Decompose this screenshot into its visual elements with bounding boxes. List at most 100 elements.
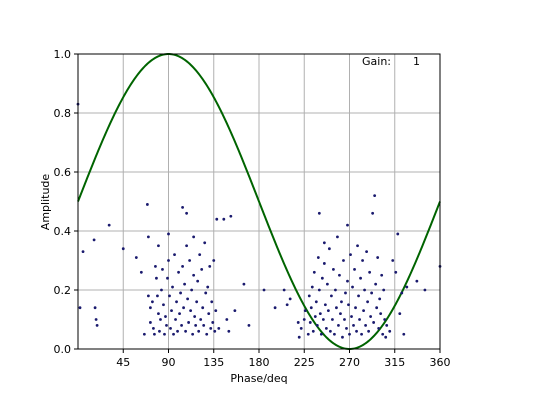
y-tick-label: 0.2	[54, 284, 72, 297]
scatter-point	[225, 318, 229, 321]
scatter-point	[145, 203, 149, 206]
scatter-point	[95, 324, 99, 327]
scatter-point	[209, 326, 213, 330]
scatter-point	[186, 297, 190, 301]
scatter-point	[203, 241, 207, 245]
scatter-point	[288, 297, 292, 301]
x-tick-label: 225	[294, 356, 315, 369]
scatter-point	[107, 223, 111, 227]
scatter-point	[299, 326, 303, 330]
scatter-point	[195, 300, 199, 304]
scatter-layer	[76, 102, 442, 339]
scatter-point	[369, 315, 373, 318]
y-axis-label: Amplitude	[39, 174, 52, 231]
y-tick-label: 0.6	[54, 166, 72, 179]
scatter-point	[391, 259, 395, 262]
scatter-point	[332, 267, 335, 271]
scatter-point	[381, 332, 385, 336]
scatter-point	[396, 232, 400, 236]
scatter-point	[354, 306, 357, 310]
scatter-point	[210, 300, 214, 304]
scatter-point	[313, 315, 317, 318]
scatter-point	[355, 329, 358, 333]
scatter-point	[134, 256, 138, 259]
scatter-point	[350, 315, 353, 318]
scatter-point	[371, 211, 375, 215]
scatter-point	[179, 291, 182, 295]
x-tick-label: 135	[203, 356, 224, 369]
scatter-point	[348, 332, 351, 336]
scatter-point	[341, 335, 344, 339]
scatter-point	[81, 250, 85, 254]
scatter-point	[323, 303, 327, 307]
y-tick-label: 0.4	[54, 225, 72, 238]
scatter-point	[192, 273, 196, 277]
scatter-point	[362, 309, 365, 313]
scatter-point	[373, 194, 377, 198]
scatter-point	[405, 285, 409, 289]
scatter-point	[190, 288, 194, 292]
scatter-point	[344, 291, 347, 295]
scatter-point	[229, 214, 233, 218]
scatter-point	[311, 329, 315, 333]
gain-label: Gain:	[362, 55, 391, 68]
scatter-point	[194, 324, 198, 327]
x-tick-label: 45	[116, 356, 130, 369]
scatter-point	[394, 270, 398, 274]
scatter-point	[318, 312, 322, 315]
scatter-point	[199, 318, 203, 321]
scatter-point	[192, 235, 196, 239]
scatter-point	[321, 318, 325, 321]
scatter-point	[367, 329, 371, 333]
scatter-point	[197, 329, 201, 333]
scatter-point	[342, 259, 345, 262]
scatter-point	[364, 324, 367, 327]
scatter-point	[317, 288, 321, 292]
scatter-point	[146, 235, 150, 239]
scatter-point	[247, 324, 251, 327]
x-tick-label: 90	[162, 356, 176, 369]
scatter-point	[398, 312, 402, 315]
scatter-point	[153, 332, 156, 336]
scatter-point	[176, 329, 179, 333]
scatter-point	[178, 312, 181, 315]
scatter-point	[378, 297, 382, 301]
scatter-point	[333, 332, 336, 336]
scatter-point	[227, 329, 231, 333]
scatter-point	[169, 326, 172, 330]
scatter-point	[172, 332, 175, 336]
scatter-point	[171, 285, 174, 289]
scatter-point	[78, 306, 82, 310]
scatter-point	[336, 235, 339, 239]
scatter-point	[346, 223, 349, 227]
scatter-point	[242, 282, 246, 286]
scatter-point	[215, 217, 219, 221]
scatter-point	[217, 326, 221, 330]
gain-value: 1	[413, 55, 420, 68]
scatter-point	[346, 279, 349, 283]
scatter-point	[164, 315, 167, 318]
scatter-point	[167, 232, 170, 236]
scatter-point	[149, 321, 152, 324]
scatter-point	[361, 259, 364, 262]
scatter-point	[188, 259, 192, 262]
scatter-point	[312, 270, 316, 274]
scatter-point	[158, 329, 161, 333]
scatter-point	[296, 321, 300, 324]
scatter-point	[388, 329, 392, 333]
scatter-point	[358, 318, 361, 321]
x-axis-ticks: 45 90 135 180 225 270 315 360	[116, 349, 451, 369]
scatter-point	[297, 335, 301, 339]
scatter-point	[161, 267, 164, 271]
scatter-point	[335, 306, 338, 310]
scatter-point	[198, 253, 202, 256]
scatter-point	[324, 326, 328, 330]
scatter-point	[343, 318, 346, 321]
scatter-point	[202, 324, 206, 327]
scatter-point	[302, 318, 306, 321]
scatter-point	[181, 265, 184, 268]
scatter-point	[159, 318, 162, 321]
scatter-point	[340, 300, 343, 304]
scatter-point	[337, 324, 340, 327]
